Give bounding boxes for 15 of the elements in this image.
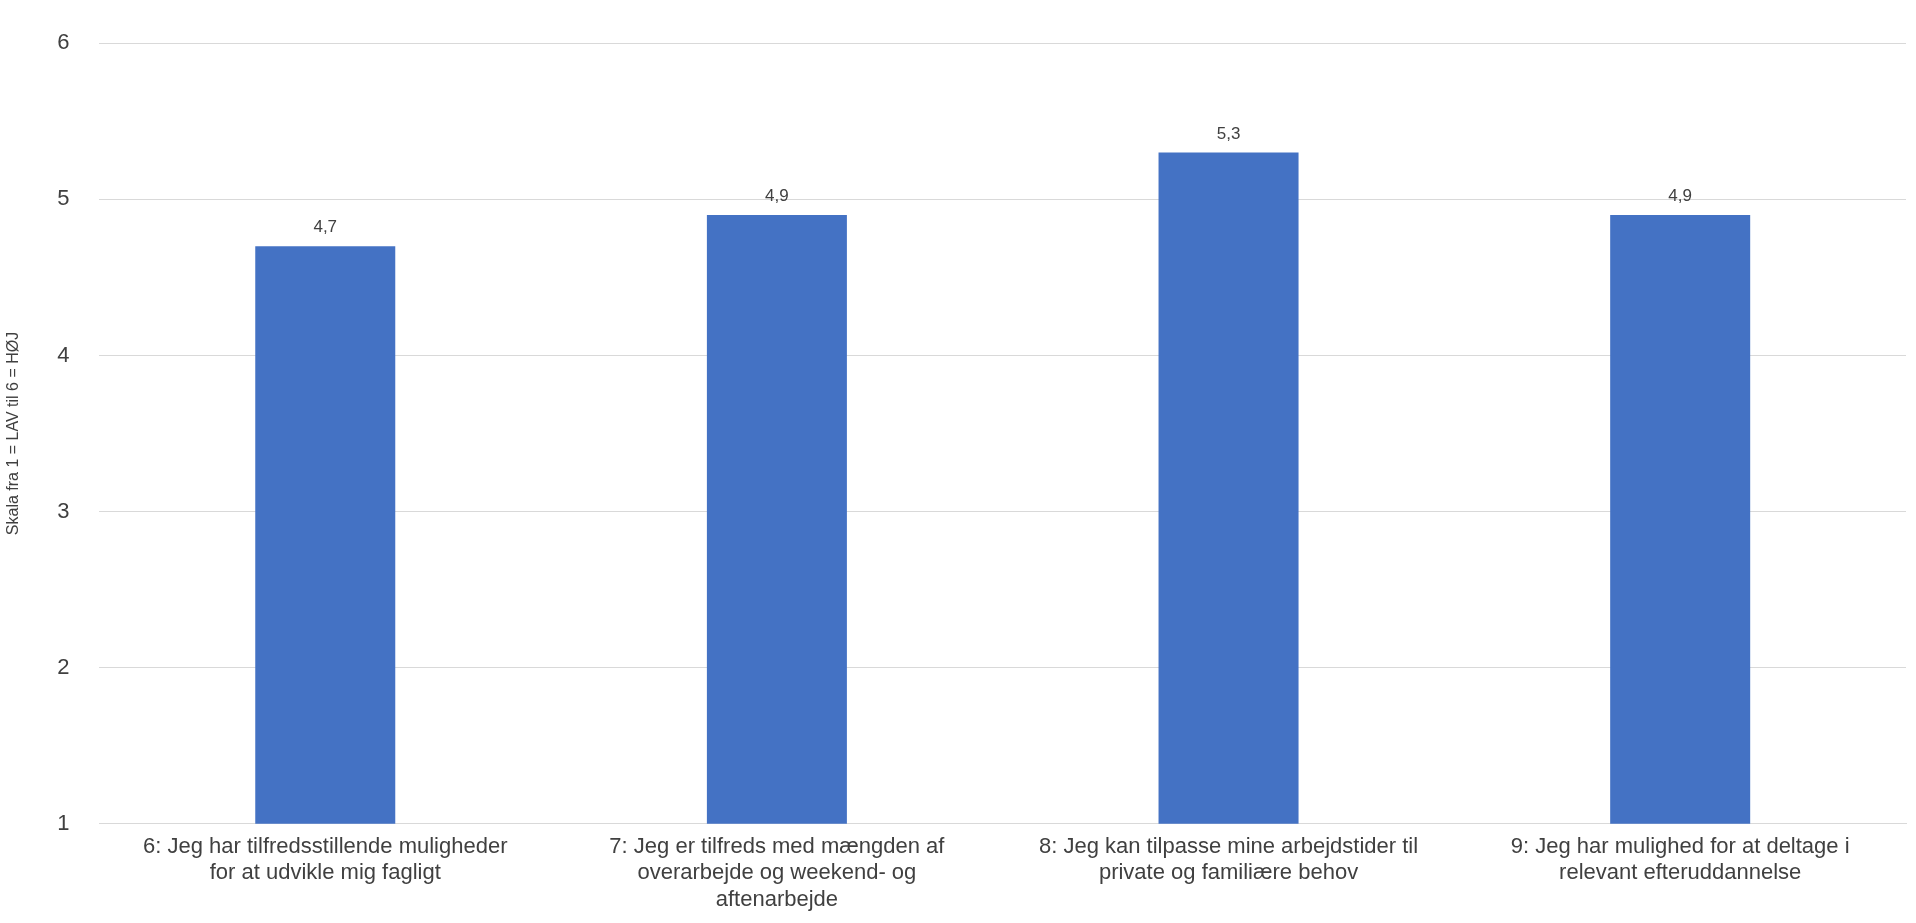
y-tick-label: 1 (57, 809, 70, 835)
x-tick-label: 6: Jeg har tilfredsstillende muligheder for at udvikle mig fagligt (143, 833, 508, 885)
data-label: 4,9 (765, 186, 789, 206)
y-axis-title: Skala fra 1 = LAV til 6 = HØJ (4, 331, 22, 536)
y-tick-label: 3 (57, 497, 70, 523)
y-tick-label: 5 (57, 185, 70, 211)
x-tick-label: 7: Jeg er tilfreds med mængden af overarbejde og weekend- og aftenarbejde (609, 833, 946, 911)
y-tick-label: 2 (57, 653, 70, 679)
x-tick-label: 8: Jeg kan tilpasse mine arbejdstider til private og familiære behov (1038, 833, 1419, 885)
y-tick-label: 6 (57, 29, 70, 55)
y-tick-label: 4 (57, 341, 70, 367)
data-label: 4,7 (313, 217, 338, 237)
data-label: 5,3 (1216, 123, 1241, 143)
x-tick-label: 9: Jeg har mulighed for at deltage i relevant efteruddannelse (1510, 833, 1850, 885)
data-label: 4,9 (1668, 186, 1692, 206)
